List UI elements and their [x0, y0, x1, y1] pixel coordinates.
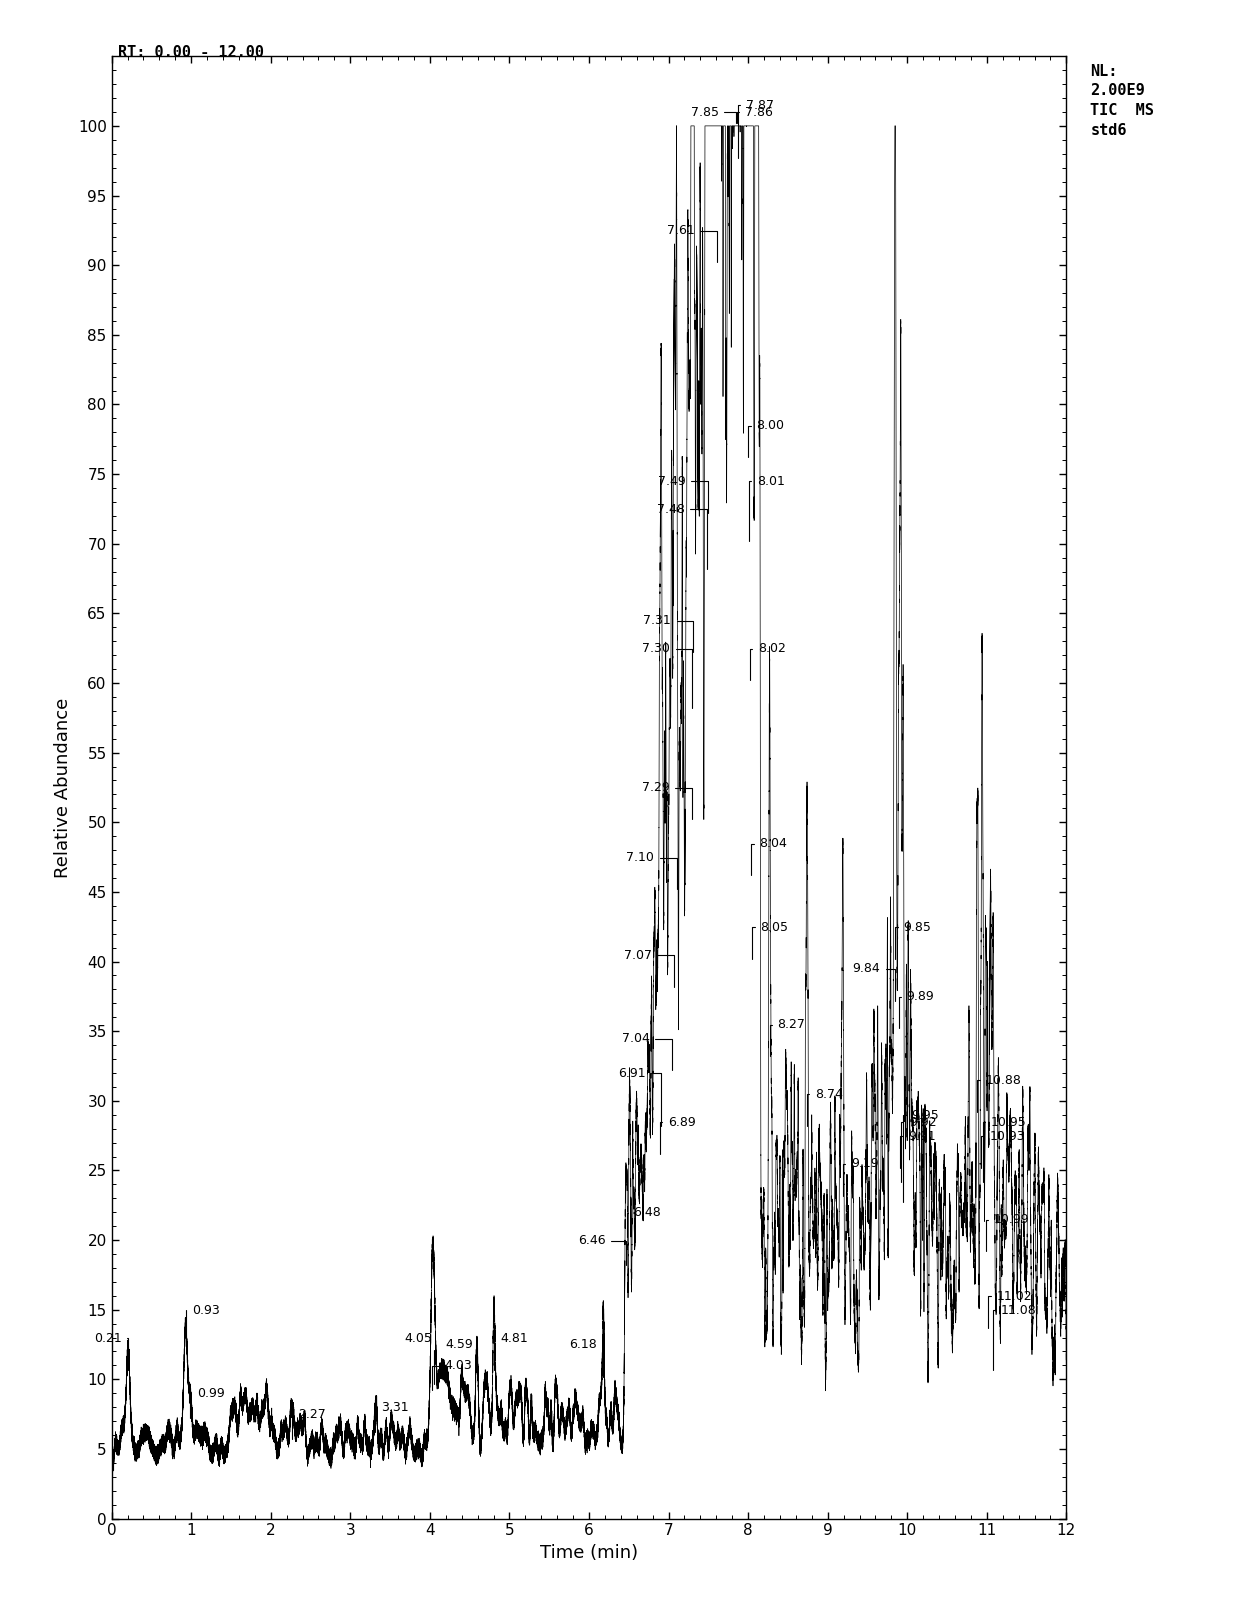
Text: 7.48: 7.48: [657, 503, 707, 569]
Text: 6.89: 6.89: [660, 1115, 696, 1154]
Text: 4.05: 4.05: [404, 1332, 434, 1384]
Text: 9.19: 9.19: [843, 1157, 878, 1196]
Text: 7.49: 7.49: [657, 476, 708, 513]
Text: 6.18: 6.18: [569, 1339, 604, 1377]
Text: 7.31: 7.31: [644, 614, 693, 652]
Text: 6.91: 6.91: [618, 1067, 661, 1127]
Text: 0.99: 0.99: [191, 1387, 224, 1419]
Text: 4.03: 4.03: [433, 1360, 472, 1390]
Text: 7.85: 7.85: [691, 106, 737, 124]
Text: 11.08: 11.08: [993, 1303, 1037, 1369]
Text: 9.92: 9.92: [901, 1115, 936, 1181]
Text: 8.05: 8.05: [753, 921, 789, 959]
Text: 4.81: 4.81: [495, 1332, 528, 1369]
Text: 7.30: 7.30: [642, 643, 692, 709]
Text: 8.04: 8.04: [751, 837, 787, 876]
Text: 9.85: 9.85: [895, 921, 931, 959]
Text: NL:
2.00E9
TIC  MS
std6: NL: 2.00E9 TIC MS std6: [1090, 64, 1154, 138]
Text: 2.27: 2.27: [293, 1408, 326, 1440]
Text: 8.01: 8.01: [749, 476, 785, 542]
Text: 7.87: 7.87: [738, 100, 774, 157]
Text: 10.95: 10.95: [983, 1115, 1027, 1181]
Text: 10.99: 10.99: [986, 1213, 1029, 1252]
Text: 9.84: 9.84: [852, 963, 894, 1001]
X-axis label: Time (min): Time (min): [539, 1544, 639, 1562]
Text: 6.48: 6.48: [627, 1207, 661, 1237]
Text: 10.93: 10.93: [981, 1130, 1024, 1168]
Text: 8.27: 8.27: [770, 1019, 806, 1056]
Text: 9.89: 9.89: [899, 990, 934, 1028]
Text: 0.93: 0.93: [186, 1303, 219, 1342]
Text: 3.31: 3.31: [374, 1401, 409, 1432]
Text: 4.59: 4.59: [445, 1339, 477, 1377]
Text: 7.86: 7.86: [737, 106, 773, 124]
Text: 10.88: 10.88: [977, 1073, 1021, 1112]
Text: 8.02: 8.02: [750, 643, 786, 680]
Text: 7.10: 7.10: [626, 852, 677, 889]
Text: 0.21: 0.21: [94, 1332, 128, 1369]
Y-axis label: Relative Abundance: Relative Abundance: [55, 697, 72, 877]
Text: 9.95: 9.95: [903, 1109, 939, 1202]
Text: 8.00: 8.00: [748, 419, 784, 458]
Text: 6.46: 6.46: [578, 1234, 626, 1265]
Text: 7.07: 7.07: [624, 948, 675, 987]
Text: 7.61: 7.61: [667, 225, 717, 262]
Text: RT: 0.00 - 12.00: RT: 0.00 - 12.00: [118, 45, 264, 59]
Text: 11.02: 11.02: [988, 1290, 1032, 1327]
Text: 9.91: 9.91: [900, 1130, 936, 1168]
Text: 8.74: 8.74: [807, 1088, 843, 1127]
Text: 7.29: 7.29: [641, 781, 692, 820]
Text: 7.04: 7.04: [621, 1032, 672, 1070]
